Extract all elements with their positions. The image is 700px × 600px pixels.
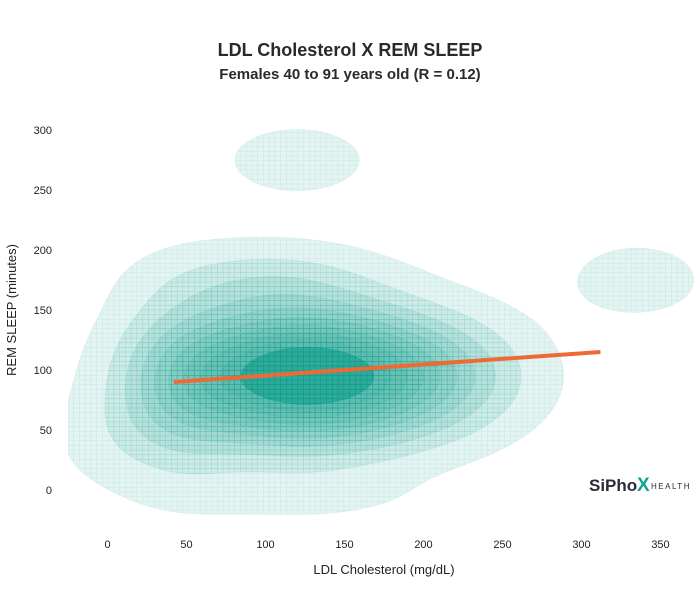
- chart-subtitle: Females 40 to 91 years old (R = 0.12): [219, 66, 481, 83]
- x-tick-label: 200: [414, 539, 432, 551]
- x-tick-label: 350: [651, 539, 669, 551]
- y-tick-label: 200: [34, 245, 52, 257]
- x-tick-label: 50: [180, 539, 192, 551]
- x-tick-label: 100: [256, 539, 274, 551]
- y-axis-label: REM SLEEP (minutes): [4, 244, 19, 376]
- y-tick-label: 50: [40, 425, 52, 437]
- brand-name-x: X: [637, 475, 650, 496]
- density-contours: [68, 129, 695, 516]
- x-tick-label: 250: [493, 539, 511, 551]
- x-tick-label: 150: [335, 539, 353, 551]
- density-level-1: [68, 129, 695, 516]
- y-tick-label: 300: [34, 125, 52, 137]
- y-tick-label: 100: [34, 365, 52, 377]
- siphox-health-logo: SiPho X HEALTH: [589, 475, 691, 496]
- y-axis-ticks: 0 50 100 150 200 250 300: [34, 125, 52, 497]
- brand-name-pre: SiPho: [589, 476, 637, 495]
- brand-name-post: HEALTH: [651, 482, 691, 491]
- y-tick-label: 150: [34, 305, 52, 317]
- x-axis-label: LDL Cholesterol (mg/dL): [313, 562, 454, 577]
- x-tick-label: 0: [104, 539, 110, 551]
- trend-line: [173, 350, 601, 384]
- chart-title: LDL Cholesterol X REM SLEEP: [217, 40, 483, 60]
- y-tick-label: 0: [46, 485, 52, 497]
- y-tick-label: 250: [34, 185, 52, 197]
- x-axis-ticks: 0 50 100 150 200 250 300 350: [104, 539, 669, 551]
- x-tick-label: 300: [572, 539, 590, 551]
